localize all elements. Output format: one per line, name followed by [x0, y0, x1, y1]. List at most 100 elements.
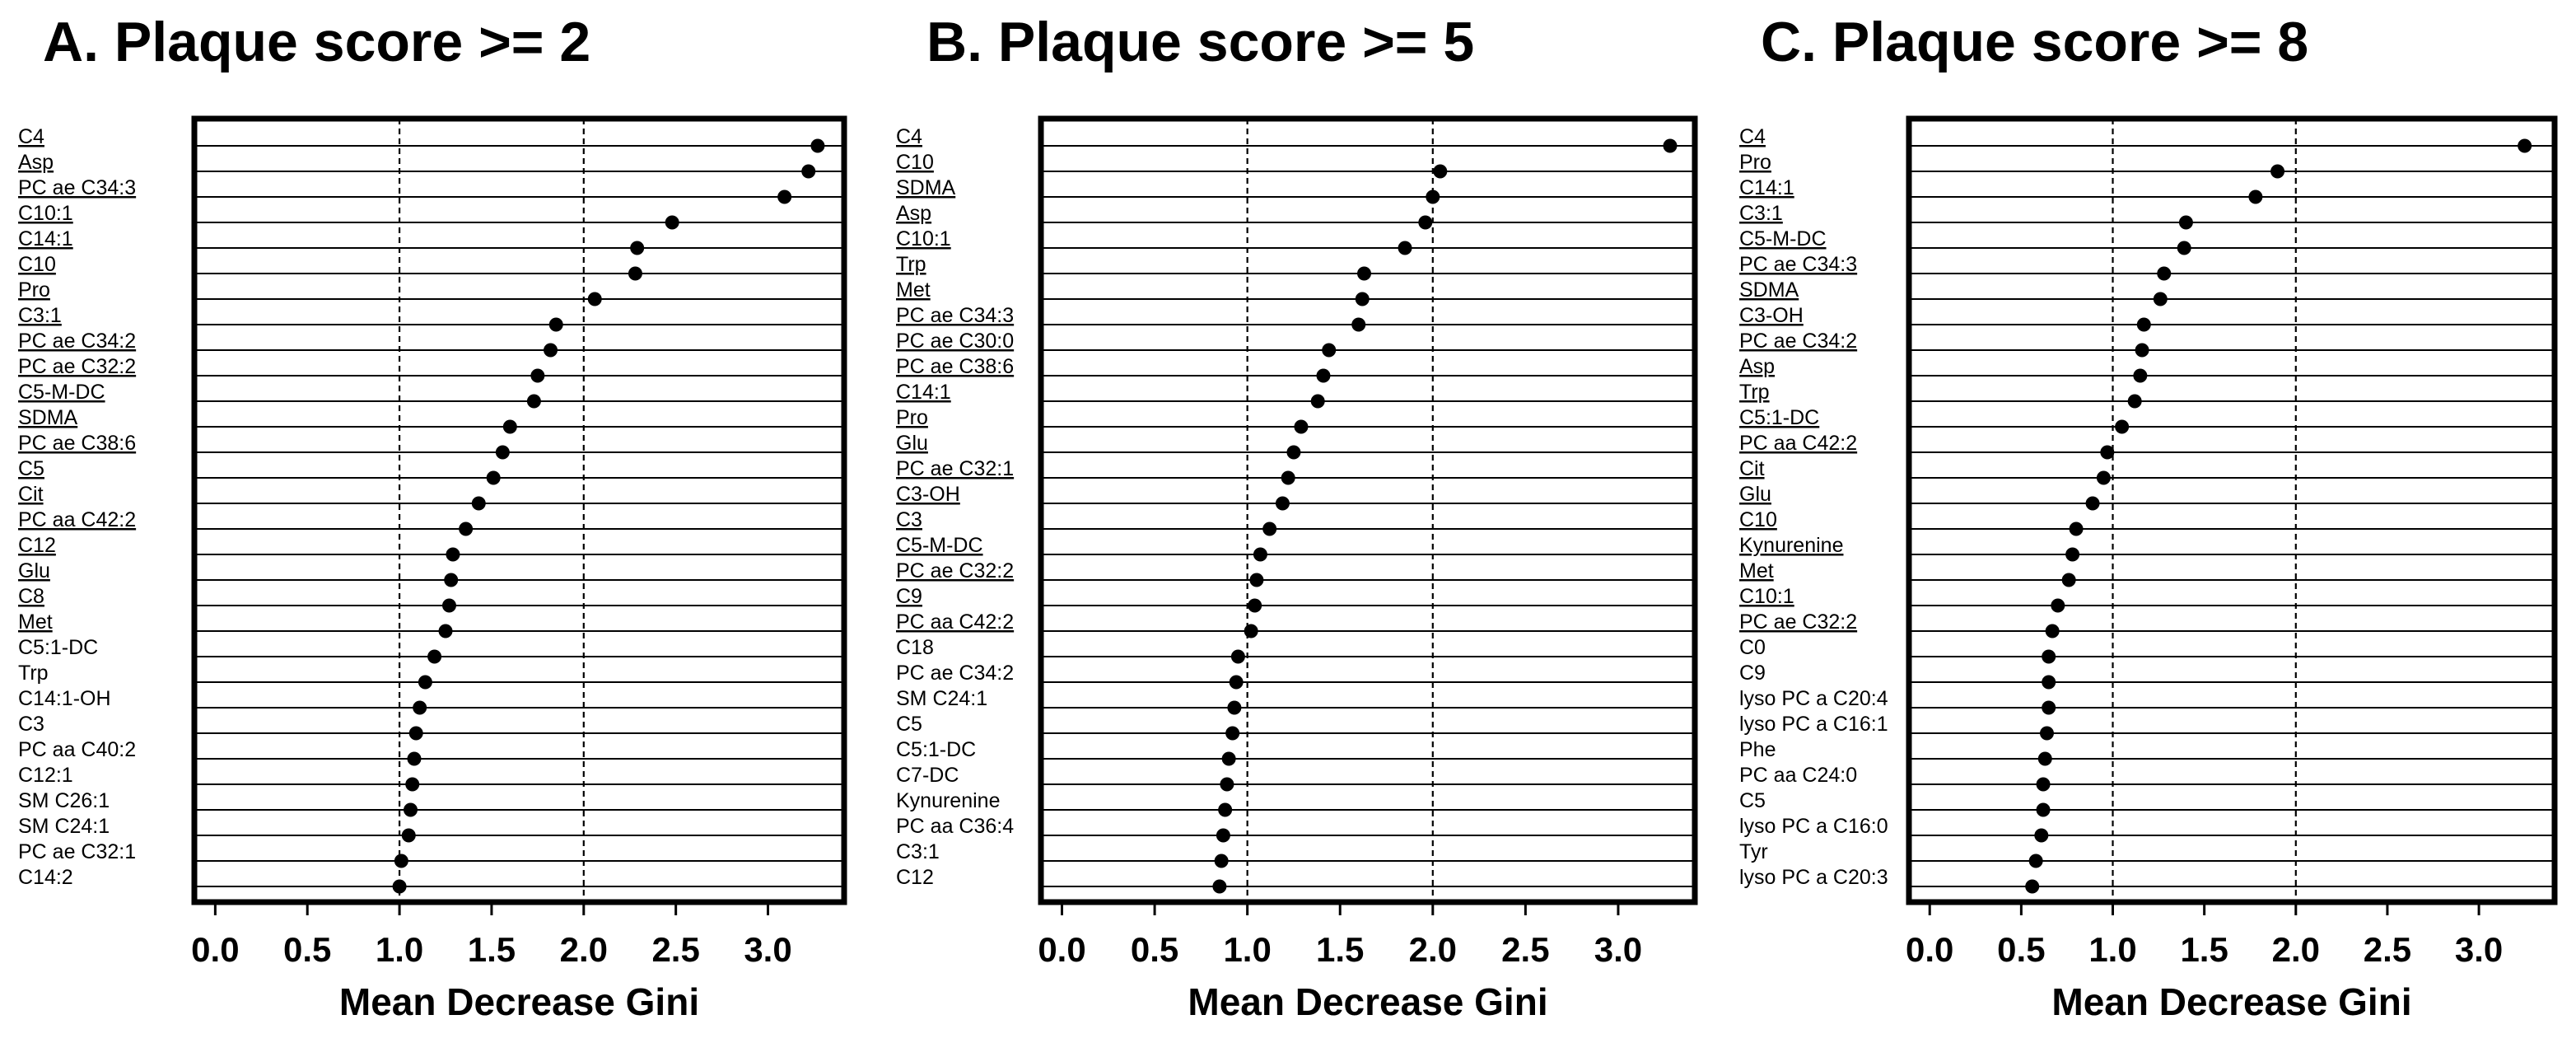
variable-label: PC ae C32:2: [896, 559, 1014, 582]
variable-label: C5:1-DC: [1739, 406, 1819, 429]
variable-label: SDMA: [896, 176, 956, 199]
data-point: [2153, 292, 2168, 306]
data-point: [1253, 547, 1267, 562]
panel-title: A. Plaque score >= 2: [43, 11, 590, 73]
variable-label: PC aa C42:2: [1739, 432, 1857, 455]
x-tick-label: 2.0: [1409, 930, 1457, 969]
data-point: [630, 241, 645, 255]
data-point: [1355, 292, 1370, 306]
variable-label: PC ae C34:3: [896, 304, 1014, 327]
data-point: [1249, 573, 1264, 587]
data-point: [1294, 419, 1309, 434]
variable-label: Glu: [18, 559, 50, 582]
variable-label: Asp: [18, 151, 54, 174]
variable-label: SDMA: [1739, 278, 1799, 302]
variable-label: C4: [18, 125, 44, 148]
data-point: [2518, 138, 2532, 153]
variable-label: PC ae C34:3: [1739, 253, 1857, 276]
variable-label: Met: [896, 278, 931, 302]
data-point: [2100, 445, 2115, 460]
data-point: [2065, 547, 2080, 562]
plot-frame: [1906, 115, 2558, 905]
variable-label: C5-M-DC: [18, 381, 105, 404]
data-point: [1248, 598, 1262, 613]
data-point: [401, 828, 416, 843]
variable-label: C10:1: [1739, 585, 1794, 608]
data-point: [2270, 164, 2285, 179]
data-point: [2036, 777, 2051, 792]
x-tick-label: 3.0: [744, 930, 791, 969]
variable-label: PC ae C38:6: [18, 432, 136, 455]
variable-label: C5-M-DC: [896, 534, 983, 557]
variable-label: PC ae C32:2: [1739, 610, 1857, 634]
variable-label: C10:1: [18, 202, 73, 225]
variable-label: Pro: [1739, 151, 1771, 174]
data-point: [1221, 751, 1236, 766]
data-point: [2177, 241, 2191, 255]
data-point: [495, 445, 510, 460]
x-tick-label: 2.0: [2272, 930, 2320, 969]
data-point: [502, 419, 517, 434]
variable-label: Kynurenine: [1739, 534, 1843, 557]
data-point: [810, 138, 825, 153]
x-tick-label: 0.0: [191, 930, 239, 969]
x-tick-label: 0.5: [1131, 930, 1178, 969]
variable-label: PC aa C40:2: [18, 738, 136, 761]
variable-label: C8: [18, 585, 44, 608]
variable-label: Glu: [1739, 483, 1771, 506]
data-point: [2248, 189, 2263, 204]
variable-label: C3-OH: [896, 483, 960, 506]
data-point: [1286, 445, 1301, 460]
variable-label: Asp: [896, 202, 931, 225]
data-point: [2127, 394, 2142, 409]
data-point: [1322, 343, 1337, 358]
x-tick-label: 1.0: [376, 930, 423, 969]
data-point: [2036, 802, 2051, 817]
x-tick-label: 1.5: [2180, 930, 2228, 969]
variable-label: C14:1: [18, 227, 73, 250]
variable-label: C5: [896, 713, 922, 736]
data-point: [486, 470, 501, 485]
data-point: [1316, 368, 1331, 383]
variable-label: C3-OH: [1739, 304, 1804, 327]
variable-label: PC aa C36:4: [896, 815, 1014, 838]
data-point: [392, 879, 407, 894]
x-tick-label: 3.0: [2455, 930, 2503, 969]
variable-label: Met: [1739, 559, 1774, 582]
data-point: [2069, 522, 2084, 536]
x-tick-label: 2.5: [1501, 930, 1549, 969]
data-point: [2039, 726, 2054, 741]
variable-label: C4: [896, 125, 922, 148]
variable-label: Tyr: [1739, 840, 1768, 863]
variable-label: PC ae C38:6: [896, 355, 1014, 378]
x-tick-label: 3.0: [1594, 930, 1642, 969]
variable-label: C7-DC: [896, 764, 959, 787]
variable-label: C12: [18, 534, 56, 557]
x-axis-title: Mean Decrease Gini: [339, 980, 699, 1023]
data-point: [1356, 266, 1371, 281]
variable-label: PC aa C42:2: [18, 508, 136, 531]
data-point: [587, 292, 602, 306]
x-tick-label: 0.5: [1997, 930, 2045, 969]
variable-label: C9: [1739, 662, 1766, 685]
data-point: [2042, 675, 2056, 690]
data-point: [1229, 675, 1244, 690]
x-tick-label: 1.5: [468, 930, 516, 969]
data-point: [418, 675, 432, 690]
data-point: [1225, 726, 1240, 741]
data-point: [1218, 802, 1233, 817]
data-point: [394, 854, 408, 868]
data-point: [2157, 266, 2172, 281]
variable-label: PC ae C32:1: [896, 457, 1014, 480]
variable-label: C0: [1739, 636, 1766, 659]
variable-label: Met: [18, 610, 53, 634]
variable-label: C3: [18, 713, 44, 736]
variable-label: C14:1-OH: [18, 687, 111, 710]
variable-label: lyso PC a C20:4: [1739, 687, 1888, 710]
variable-label: C5-M-DC: [1739, 227, 1827, 250]
variable-label: C14:2: [18, 866, 73, 889]
data-point: [530, 368, 545, 383]
variable-label: PC ae C34:2: [896, 662, 1014, 685]
data-point: [2115, 419, 2130, 434]
variable-label: C3:1: [896, 840, 940, 863]
